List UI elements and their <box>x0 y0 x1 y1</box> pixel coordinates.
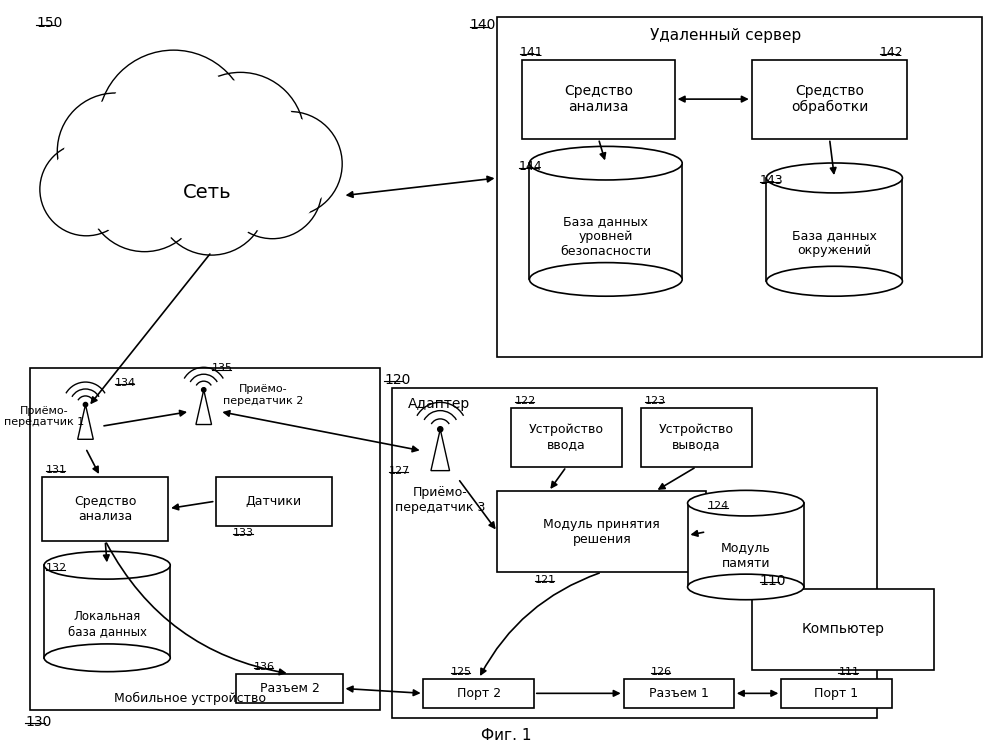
Text: 124: 124 <box>708 501 729 511</box>
Text: Компьютер: Компьютер <box>801 622 884 637</box>
Text: Модуль принятия
решения: Модуль принятия решения <box>543 518 660 546</box>
Text: Удаленный сервер: Удаленный сервер <box>650 27 801 42</box>
Ellipse shape <box>529 147 682 180</box>
Circle shape <box>94 143 195 244</box>
Bar <box>498 17 982 358</box>
Polygon shape <box>431 429 450 471</box>
Circle shape <box>230 147 316 232</box>
Text: Разъем 2: Разъем 2 <box>260 682 320 695</box>
Text: Фиг. 1: Фиг. 1 <box>482 728 531 743</box>
Text: 125: 125 <box>452 667 473 677</box>
Text: 131: 131 <box>46 465 67 475</box>
Text: 127: 127 <box>389 466 411 476</box>
Bar <box>529 163 682 280</box>
Circle shape <box>438 426 443 432</box>
Circle shape <box>177 73 305 200</box>
Bar <box>44 565 170 658</box>
Text: 150: 150 <box>36 16 63 30</box>
Ellipse shape <box>44 644 170 671</box>
Bar <box>236 674 343 703</box>
Ellipse shape <box>766 266 902 296</box>
Text: Приёмо-
передатчик 3: Приёмо- передатчик 3 <box>395 486 486 514</box>
Text: 126: 126 <box>651 667 672 677</box>
Bar <box>623 679 734 708</box>
Bar <box>687 503 804 587</box>
Bar <box>424 679 533 708</box>
Text: Средство
обработки: Средство обработки <box>791 84 868 114</box>
Text: 142: 142 <box>880 46 903 59</box>
Bar <box>392 388 877 718</box>
Text: 136: 136 <box>254 662 275 672</box>
Bar <box>751 589 934 670</box>
Text: 110: 110 <box>759 574 786 588</box>
Circle shape <box>40 143 133 236</box>
Bar <box>751 60 907 138</box>
Text: Приёмо-
передатчик 1: Приёмо- передатчик 1 <box>4 406 84 427</box>
Text: База данных
уровней
безопасности: База данных уровней безопасности <box>560 215 651 258</box>
Text: 140: 140 <box>470 18 497 33</box>
Circle shape <box>57 93 174 209</box>
Text: 144: 144 <box>519 160 542 172</box>
Text: 130: 130 <box>25 715 52 729</box>
Circle shape <box>223 140 322 239</box>
Polygon shape <box>196 390 212 425</box>
Circle shape <box>238 112 343 216</box>
Text: Средство
анализа: Средство анализа <box>74 494 137 522</box>
Bar <box>42 476 168 541</box>
Text: Локальная
база данных: Локальная база данных <box>68 610 147 638</box>
Text: Приёмо-
передатчик 2: Приёмо- передатчик 2 <box>223 384 303 405</box>
Text: 121: 121 <box>534 575 556 585</box>
Text: Устройство
вывода: Устройство вывода <box>659 423 734 451</box>
Bar <box>766 178 902 281</box>
Bar <box>522 60 674 138</box>
Ellipse shape <box>44 551 170 579</box>
Text: Устройство
ввода: Устройство ввода <box>528 423 603 451</box>
Ellipse shape <box>766 163 902 193</box>
Text: 123: 123 <box>645 395 666 406</box>
Circle shape <box>202 388 206 392</box>
Text: Порт 2: Порт 2 <box>457 687 500 700</box>
Ellipse shape <box>529 262 682 296</box>
Circle shape <box>108 60 240 191</box>
Text: 120: 120 <box>384 373 411 387</box>
Text: Сеть: Сеть <box>183 183 231 203</box>
Circle shape <box>46 149 127 230</box>
Bar <box>781 679 891 708</box>
Circle shape <box>65 101 166 202</box>
Polygon shape <box>78 404 93 439</box>
Circle shape <box>83 402 88 407</box>
Text: 133: 133 <box>234 528 255 538</box>
Ellipse shape <box>687 574 804 600</box>
Ellipse shape <box>687 491 804 516</box>
Text: 122: 122 <box>515 395 536 406</box>
Circle shape <box>185 81 296 192</box>
Circle shape <box>98 50 249 201</box>
Text: Модуль
памяти: Модуль памяти <box>721 542 770 570</box>
Bar <box>511 407 621 466</box>
Text: Разъем 1: Разъем 1 <box>648 687 708 700</box>
Text: Адаптер: Адаптер <box>409 397 471 411</box>
Text: 111: 111 <box>838 667 859 677</box>
Text: Мобильное устройство: Мобильное устройство <box>115 692 267 705</box>
Circle shape <box>163 152 260 248</box>
Text: Средство
анализа: Средство анализа <box>563 84 633 114</box>
Text: Датчики: Датчики <box>246 494 302 508</box>
Text: 143: 143 <box>759 175 783 187</box>
Circle shape <box>245 119 336 209</box>
Bar <box>641 407 751 466</box>
Text: 134: 134 <box>115 378 136 388</box>
Bar <box>216 476 332 526</box>
Circle shape <box>156 144 267 255</box>
Text: 132: 132 <box>46 563 67 573</box>
Text: 135: 135 <box>212 363 233 373</box>
Bar <box>498 491 706 572</box>
Text: 141: 141 <box>520 46 543 59</box>
Circle shape <box>86 135 203 252</box>
Text: Порт 1: Порт 1 <box>814 687 858 700</box>
Bar <box>30 368 381 710</box>
Text: База данных
окружений: База данных окружений <box>792 229 877 257</box>
